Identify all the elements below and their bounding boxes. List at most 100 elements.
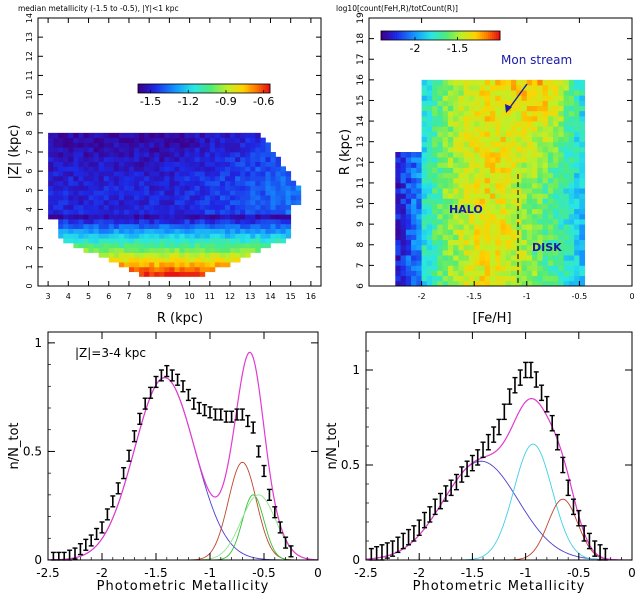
y-tick-label: 10 — [25, 89, 34, 99]
map-cell — [558, 121, 565, 127]
map-cell — [479, 110, 486, 117]
map-cell — [58, 195, 64, 201]
map-cell — [113, 242, 120, 249]
map-cell — [88, 247, 94, 253]
map-cell — [500, 260, 507, 266]
map-cell — [128, 223, 135, 229]
map-cell — [442, 141, 449, 148]
map-cell — [53, 214, 59, 220]
map-cell — [73, 142, 79, 148]
map-cell — [416, 219, 422, 225]
map-cell — [103, 252, 110, 258]
map-cell — [154, 252, 160, 258]
map-cell — [395, 260, 401, 266]
map-cell — [553, 162, 559, 168]
map-cell — [479, 100, 486, 107]
map-cell — [547, 244, 554, 251]
map-cell — [411, 157, 417, 163]
map-cell — [426, 90, 433, 96]
x-tick-label: 0 — [628, 566, 636, 580]
panel-distribution-right: -2.5 -2 -1.5 -1 -0.5 000.51 Photometric Metal… — [325, 331, 636, 594]
map-cell — [209, 175, 216, 182]
map-cell — [118, 247, 125, 253]
map-cell — [532, 275, 538, 282]
map-cell — [442, 224, 449, 230]
map-cell — [149, 204, 155, 210]
map-cell — [447, 100, 454, 107]
map-cell — [245, 199, 251, 206]
colorbar-swatch — [450, 31, 453, 40]
map-cell — [568, 203, 575, 210]
map-cell — [93, 195, 100, 201]
map-cell — [453, 193, 459, 199]
map-cell — [113, 132, 120, 139]
map-cell — [194, 195, 201, 201]
map-cell — [83, 247, 89, 253]
map-cell — [474, 110, 480, 117]
map-cell — [426, 188, 433, 194]
map-cell — [103, 223, 110, 229]
map-cell — [574, 131, 580, 137]
map-cell — [500, 115, 507, 122]
map-cell — [474, 224, 480, 230]
map-cell — [260, 199, 266, 206]
colorbar-swatch — [398, 31, 402, 40]
map-cell — [532, 141, 538, 148]
map-cell — [568, 188, 575, 194]
map-cell — [73, 175, 79, 182]
map-cell — [563, 110, 570, 117]
map-cell — [463, 105, 470, 112]
map-cell — [579, 203, 586, 210]
map-cell — [103, 238, 110, 244]
map-cell — [547, 136, 554, 143]
map-cell — [174, 242, 180, 249]
colorbar-swatch — [456, 31, 459, 40]
map-cell — [154, 262, 160, 268]
map-cell — [405, 198, 412, 204]
x-tick-label: -1.5 — [461, 566, 484, 580]
map-cell — [547, 193, 554, 199]
colorbar-swatch — [173, 84, 176, 93]
map-cell — [68, 223, 74, 229]
map-cell — [295, 185, 302, 191]
map-cell — [532, 213, 538, 220]
map-cell — [474, 229, 480, 235]
map-cell — [500, 239, 507, 246]
map-cell — [574, 146, 580, 153]
map-cell — [255, 204, 261, 210]
map-cell — [495, 152, 501, 158]
map-cell — [63, 156, 69, 162]
map-cell — [542, 260, 549, 266]
map-cell — [432, 172, 438, 179]
colorbar-swatch — [226, 84, 229, 93]
map-cell — [209, 257, 216, 263]
map-cell — [432, 146, 438, 153]
map-cell — [219, 175, 226, 182]
colorbar-swatch — [142, 84, 145, 93]
map-cell — [184, 147, 190, 153]
map-cell — [442, 121, 449, 127]
map-cell — [149, 132, 155, 139]
x-tick-label: -0.5 — [572, 292, 588, 301]
map-cell — [235, 252, 241, 258]
map-cell — [532, 234, 538, 241]
map-cell — [574, 255, 580, 261]
map-cell — [149, 147, 155, 153]
map-cell — [58, 132, 64, 139]
map-cell — [468, 219, 475, 225]
map-cell — [421, 229, 428, 235]
map-cell — [73, 223, 79, 229]
map-cell — [458, 152, 465, 158]
map-cell — [568, 265, 575, 271]
map-cell — [285, 209, 292, 215]
map-cell — [53, 147, 59, 153]
y-tick-label: 13 — [356, 136, 366, 147]
map-cell — [53, 204, 59, 210]
map-cell — [505, 182, 512, 189]
map-cell — [432, 90, 438, 96]
map-cell — [484, 280, 491, 287]
map-cell — [179, 252, 185, 258]
map-cell — [526, 249, 533, 256]
map-cell — [230, 209, 236, 215]
map-cell — [558, 244, 565, 251]
